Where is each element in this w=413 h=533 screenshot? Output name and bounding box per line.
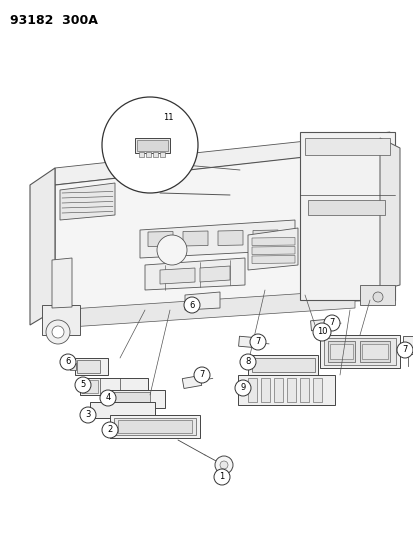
Polygon shape <box>159 152 165 157</box>
Polygon shape <box>359 341 389 362</box>
Polygon shape <box>359 285 394 305</box>
Polygon shape <box>319 335 399 368</box>
Polygon shape <box>286 378 295 402</box>
Circle shape <box>214 456 233 474</box>
Polygon shape <box>135 138 170 153</box>
Circle shape <box>219 461 228 469</box>
Polygon shape <box>402 336 412 354</box>
Polygon shape <box>77 360 100 373</box>
Text: 6: 6 <box>189 301 194 310</box>
Polygon shape <box>185 292 219 310</box>
Polygon shape <box>252 246 294 254</box>
Polygon shape <box>307 200 384 215</box>
Polygon shape <box>55 290 354 328</box>
Circle shape <box>102 97 197 193</box>
Polygon shape <box>329 344 352 359</box>
Circle shape <box>46 320 70 344</box>
Polygon shape <box>327 341 354 362</box>
Text: 7: 7 <box>401 345 407 354</box>
Polygon shape <box>112 392 150 406</box>
Text: 7: 7 <box>199 370 204 379</box>
Polygon shape <box>199 266 230 282</box>
Polygon shape <box>147 231 173 246</box>
Polygon shape <box>30 168 55 325</box>
Polygon shape <box>252 255 294 263</box>
Circle shape <box>194 367 209 383</box>
Polygon shape <box>145 258 244 290</box>
Polygon shape <box>247 355 317 375</box>
Text: 11: 11 <box>162 112 173 122</box>
Polygon shape <box>252 358 314 372</box>
Polygon shape <box>137 140 168 151</box>
Text: 2: 2 <box>107 425 112 434</box>
Text: 8: 8 <box>245 358 250 367</box>
Polygon shape <box>252 238 294 246</box>
Polygon shape <box>110 415 199 438</box>
Circle shape <box>102 422 118 438</box>
Circle shape <box>240 354 255 370</box>
Polygon shape <box>238 336 257 348</box>
Polygon shape <box>260 378 269 402</box>
Polygon shape <box>182 376 201 389</box>
Polygon shape <box>139 152 144 157</box>
Polygon shape <box>146 152 151 157</box>
Polygon shape <box>153 152 158 157</box>
Polygon shape <box>247 228 297 270</box>
Circle shape <box>183 297 199 313</box>
Polygon shape <box>159 268 195 284</box>
Polygon shape <box>55 148 384 310</box>
Polygon shape <box>379 138 399 290</box>
Circle shape <box>249 334 266 350</box>
Polygon shape <box>183 231 207 246</box>
Circle shape <box>80 407 96 423</box>
Polygon shape <box>299 378 308 402</box>
Polygon shape <box>80 378 147 395</box>
Polygon shape <box>252 230 277 245</box>
Circle shape <box>372 292 382 302</box>
Text: 93182  300A: 93182 300A <box>10 14 97 27</box>
Text: 10: 10 <box>316 327 326 336</box>
Text: 4: 4 <box>105 393 110 402</box>
Polygon shape <box>108 390 165 408</box>
Circle shape <box>312 323 330 341</box>
Polygon shape <box>60 183 115 220</box>
Polygon shape <box>52 258 72 308</box>
Text: 7: 7 <box>255 337 260 346</box>
Polygon shape <box>273 378 282 402</box>
Circle shape <box>323 315 339 331</box>
Polygon shape <box>323 338 395 365</box>
Polygon shape <box>218 230 242 246</box>
Polygon shape <box>55 132 389 185</box>
Circle shape <box>60 354 76 370</box>
Polygon shape <box>114 418 195 435</box>
Polygon shape <box>70 363 76 370</box>
Text: 5: 5 <box>80 381 85 390</box>
Circle shape <box>52 326 64 338</box>
Polygon shape <box>361 344 387 359</box>
Polygon shape <box>42 305 80 335</box>
Polygon shape <box>82 380 98 393</box>
Polygon shape <box>310 319 329 331</box>
Circle shape <box>157 235 187 265</box>
Polygon shape <box>75 358 108 375</box>
Polygon shape <box>247 378 256 402</box>
Polygon shape <box>299 132 394 300</box>
Text: 3: 3 <box>85 410 90 419</box>
Circle shape <box>235 380 250 396</box>
Polygon shape <box>312 378 321 402</box>
Polygon shape <box>304 138 389 155</box>
Polygon shape <box>237 375 334 405</box>
Text: 6: 6 <box>65 358 71 367</box>
Text: 7: 7 <box>328 319 334 327</box>
Circle shape <box>100 390 116 406</box>
Polygon shape <box>140 220 294 258</box>
Polygon shape <box>90 402 154 418</box>
Text: 1: 1 <box>219 472 224 481</box>
Circle shape <box>75 377 91 393</box>
Text: 9: 9 <box>240 384 245 392</box>
Circle shape <box>396 342 412 358</box>
Polygon shape <box>118 420 192 433</box>
Circle shape <box>214 469 230 485</box>
